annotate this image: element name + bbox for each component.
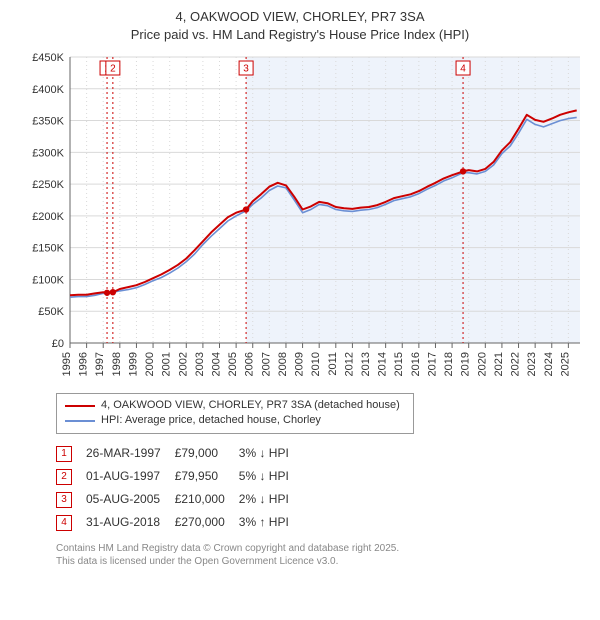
- svg-text:£150K: £150K: [32, 243, 64, 255]
- svg-text:2007: 2007: [260, 352, 272, 376]
- legend-label: 4, OAKWOOD VIEW, CHORLEY, PR7 3SA (detac…: [101, 398, 400, 413]
- transaction-row: 4 31-AUG-2018£270,0003% ↑ HPI: [56, 511, 303, 534]
- transaction-date: 31-AUG-2018: [86, 511, 175, 534]
- svg-text:4: 4: [460, 64, 466, 75]
- transaction-delta: 5% ↓ HPI: [239, 465, 303, 488]
- svg-text:2000: 2000: [144, 352, 156, 376]
- svg-text:3: 3: [243, 64, 249, 75]
- svg-text:2016: 2016: [410, 352, 422, 376]
- transaction-price: £79,000: [175, 442, 239, 465]
- legend-swatch: [65, 405, 95, 407]
- svg-text:2022: 2022: [510, 352, 522, 376]
- figure-container: 4, OAKWOOD VIEW, CHORLEY, PR7 3SA Price …: [0, 0, 600, 578]
- transaction-row: 2 01-AUG-1997£79,9505% ↓ HPI: [56, 465, 303, 488]
- svg-text:2018: 2018: [443, 352, 455, 376]
- svg-text:2019: 2019: [460, 352, 472, 376]
- footer-line2: This data is licensed under the Open Gov…: [56, 556, 338, 567]
- footer-note: Contains HM Land Registry data © Crown c…: [56, 542, 576, 568]
- svg-text:2002: 2002: [177, 352, 189, 376]
- svg-text:2021: 2021: [493, 352, 505, 376]
- chart-title-line2: Price paid vs. HM Land Registry's House …: [12, 26, 588, 44]
- legend-item: HPI: Average price, detached house, Chor…: [65, 413, 405, 428]
- svg-text:2020: 2020: [476, 352, 488, 376]
- svg-text:2011: 2011: [327, 352, 339, 376]
- svg-text:2013: 2013: [360, 352, 372, 376]
- transaction-delta: 2% ↓ HPI: [239, 488, 303, 511]
- transaction-marker: 3: [56, 492, 72, 508]
- svg-text:1995: 1995: [61, 352, 73, 376]
- svg-text:£250K: £250K: [32, 179, 64, 191]
- transaction-price: £270,000: [175, 511, 239, 534]
- transaction-marker: 4: [56, 515, 72, 531]
- chart-title-line1: 4, OAKWOOD VIEW, CHORLEY, PR7 3SA: [12, 8, 588, 26]
- transaction-delta: 3% ↑ HPI: [239, 511, 303, 534]
- transaction-price: £79,950: [175, 465, 239, 488]
- svg-text:2005: 2005: [227, 352, 239, 376]
- svg-text:1998: 1998: [111, 352, 123, 376]
- transaction-delta: 3% ↓ HPI: [239, 442, 303, 465]
- legend: 4, OAKWOOD VIEW, CHORLEY, PR7 3SA (detac…: [56, 393, 414, 434]
- svg-text:2014: 2014: [377, 352, 389, 376]
- transactions-table: 1 26-MAR-1997£79,0003% ↓ HPI 2 01-AUG-1997£…: [56, 442, 303, 534]
- svg-text:2001: 2001: [161, 352, 173, 376]
- svg-text:2017: 2017: [426, 352, 438, 376]
- svg-text:£50K: £50K: [38, 306, 64, 318]
- svg-text:2012: 2012: [343, 352, 355, 376]
- svg-text:2024: 2024: [543, 352, 555, 376]
- svg-text:£300K: £300K: [32, 147, 64, 159]
- transaction-date: 05-AUG-2005: [86, 488, 175, 511]
- svg-text:2003: 2003: [194, 352, 206, 376]
- svg-text:2008: 2008: [277, 352, 289, 376]
- svg-text:£100K: £100K: [32, 275, 64, 287]
- svg-text:2004: 2004: [211, 352, 223, 376]
- legend-item: 4, OAKWOOD VIEW, CHORLEY, PR7 3SA (detac…: [65, 398, 405, 413]
- footer-line1: Contains HM Land Registry data © Crown c…: [56, 543, 399, 554]
- svg-text:£450K: £450K: [32, 52, 64, 64]
- svg-text:1999: 1999: [127, 352, 139, 376]
- svg-text:£350K: £350K: [32, 116, 64, 128]
- legend-swatch: [65, 420, 95, 422]
- price-chart: £0 £50K £100K £150K £200K £250K £300K £350K £400…: [12, 47, 588, 387]
- svg-text:2025: 2025: [559, 352, 571, 376]
- transaction-date: 26-MAR-1997: [86, 442, 175, 465]
- svg-text:2: 2: [110, 64, 116, 75]
- svg-text:2010: 2010: [310, 352, 322, 376]
- svg-text:£0: £0: [52, 338, 64, 350]
- transaction-marker: 2: [56, 469, 72, 485]
- transaction-row: 3 05-AUG-2005£210,0002% ↓ HPI: [56, 488, 303, 511]
- svg-text:2015: 2015: [393, 352, 405, 376]
- svg-text:1997: 1997: [94, 352, 106, 376]
- legend-label: HPI: Average price, detached house, Chor…: [101, 413, 321, 428]
- svg-text:2006: 2006: [244, 352, 256, 376]
- chart-title-block: 4, OAKWOOD VIEW, CHORLEY, PR7 3SA Price …: [12, 8, 588, 43]
- transaction-marker: 1: [56, 446, 72, 462]
- svg-text:2009: 2009: [294, 352, 306, 376]
- svg-text:2023: 2023: [526, 352, 538, 376]
- transaction-date: 01-AUG-1997: [86, 465, 175, 488]
- transaction-price: £210,000: [175, 488, 239, 511]
- svg-text:£200K: £200K: [32, 211, 64, 223]
- svg-text:1996: 1996: [78, 352, 90, 376]
- transaction-row: 1 26-MAR-1997£79,0003% ↓ HPI: [56, 442, 303, 465]
- svg-text:£400K: £400K: [32, 84, 64, 96]
